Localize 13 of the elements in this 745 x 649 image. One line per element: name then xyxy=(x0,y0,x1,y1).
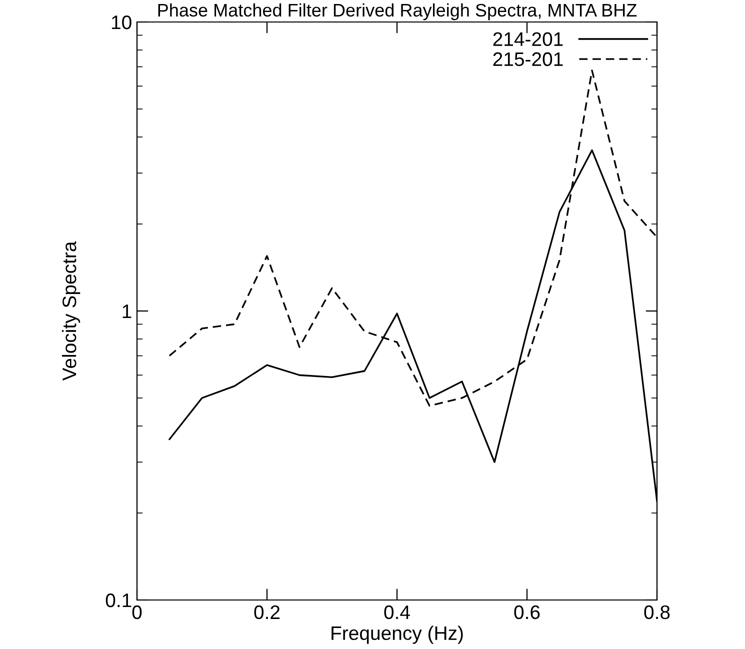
legend-label: 215-201 xyxy=(493,52,563,66)
y-axis-title: Velocity Spectra xyxy=(62,241,80,381)
y-tick-label: 0.1 xyxy=(106,593,132,608)
x-tick-label: 0 xyxy=(132,605,142,620)
x-tick-label: 0.4 xyxy=(384,605,410,620)
x-tick-label: 0.2 xyxy=(254,605,280,620)
chart-title: Phase Matched Filter Derived Rayleigh Spectra, MNTA BHZ xyxy=(158,3,637,20)
x-axis-title: Frequency (Hz) xyxy=(332,626,463,644)
y-tick-label: 1 xyxy=(122,304,132,318)
y-tick-label: 10 xyxy=(112,15,132,30)
x-tick-label: 0.8 xyxy=(644,605,670,620)
legend-label: 214-201 xyxy=(493,32,563,46)
x-tick-label: 0.6 xyxy=(514,605,540,620)
